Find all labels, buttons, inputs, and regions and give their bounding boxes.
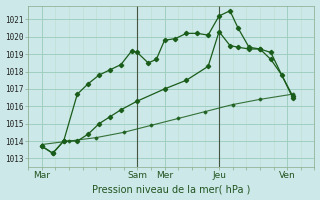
X-axis label: Pression niveau de la mer( hPa ): Pression niveau de la mer( hPa ) xyxy=(92,184,251,194)
